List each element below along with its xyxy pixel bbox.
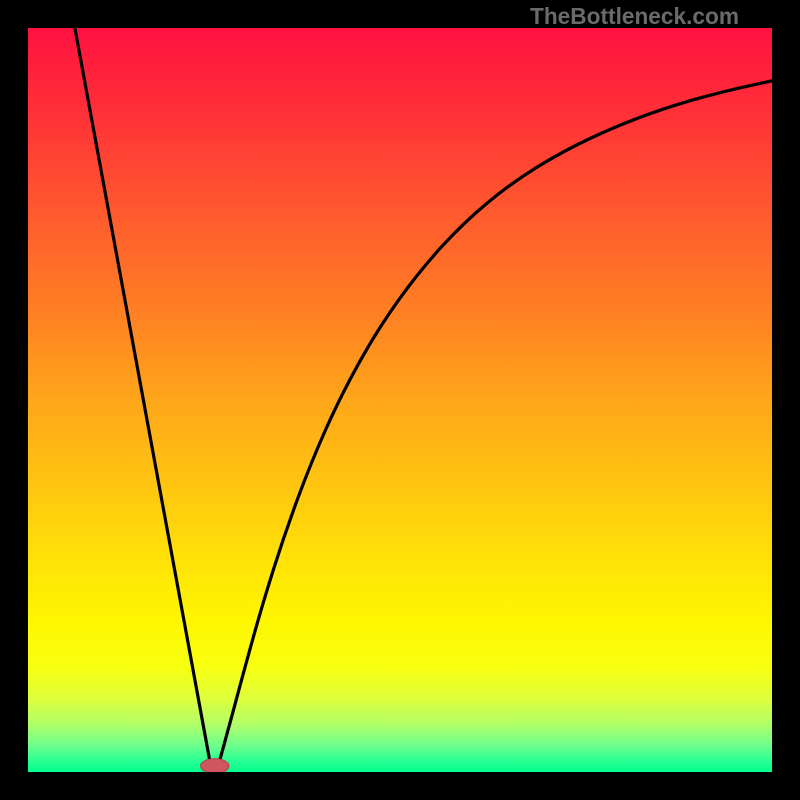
chart-background	[28, 28, 772, 772]
watermark-text: TheBottleneck.com	[530, 3, 739, 30]
bottleneck-chart	[28, 28, 772, 772]
trough-marker	[201, 759, 229, 772]
